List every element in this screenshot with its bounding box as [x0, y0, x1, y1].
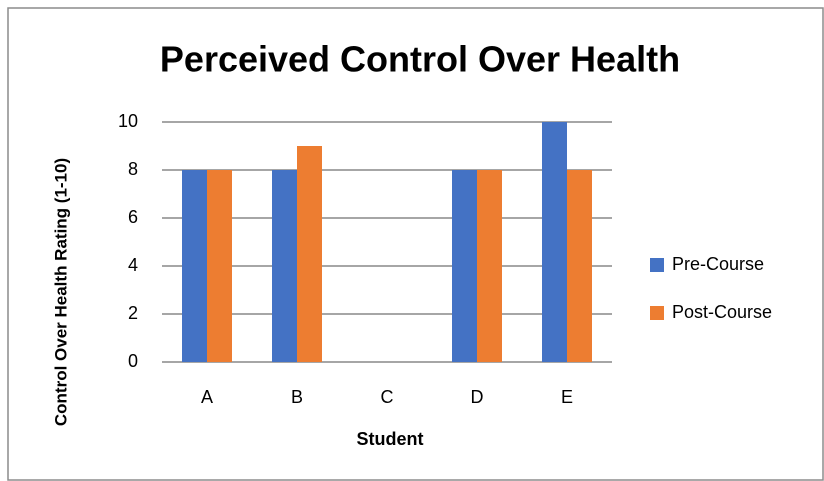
bar [567, 170, 592, 362]
bar [452, 170, 477, 362]
y-tick-label: 6 [128, 207, 138, 227]
bar [182, 170, 207, 362]
chart-frame [7, 7, 824, 481]
y-tick-label: 0 [128, 351, 138, 371]
x-tick-label: A [201, 387, 213, 407]
legend-label: Post-Course [672, 302, 772, 322]
x-tick-label: C [381, 387, 394, 407]
bar [297, 146, 322, 362]
legend-swatch [650, 258, 664, 272]
bar [477, 170, 502, 362]
y-tick-label: 8 [128, 159, 138, 179]
legend-swatch [650, 306, 664, 320]
legend-label: Pre-Course [672, 254, 764, 274]
y-tick-label: 2 [128, 303, 138, 323]
chart-title: Perceived Control Over Health [160, 39, 680, 80]
bar [207, 170, 232, 362]
y-axis-label: Control Over Health Rating (1-10) [51, 158, 70, 426]
x-tick-label: E [561, 387, 573, 407]
x-axis-label: Student [357, 429, 424, 449]
bar [542, 122, 567, 362]
x-tick-label: B [291, 387, 303, 407]
y-tick-label: 4 [128, 255, 138, 275]
x-tick-label: D [471, 387, 484, 407]
bar [272, 170, 297, 362]
y-tick-label: 10 [118, 111, 138, 131]
